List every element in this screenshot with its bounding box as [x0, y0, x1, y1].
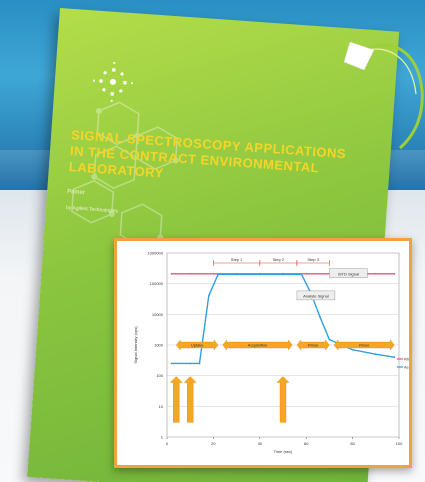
- analyte-label: Analyte Signal: [303, 293, 329, 298]
- series-point: [319, 316, 322, 319]
- series-point: [351, 348, 354, 351]
- series-point: [212, 272, 215, 275]
- step-label: Step 3: [307, 257, 319, 262]
- event-arrow: [183, 376, 197, 423]
- x-tick-label: 0: [166, 441, 169, 446]
- phase-arrow: [333, 339, 395, 351]
- y-tick-label: 100000: [150, 281, 164, 286]
- x-tick-label: 100: [396, 441, 403, 446]
- y-tick-label: 10: [159, 404, 164, 409]
- agilent-spark-logo: [92, 61, 134, 102]
- series-point: [217, 273, 219, 276]
- y-tick-label: 100: [156, 373, 163, 378]
- series-point: [374, 353, 377, 356]
- phase-label: Uptake: [191, 343, 204, 348]
- series-point: [374, 272, 377, 275]
- series-point: [393, 272, 396, 275]
- x-tick-label: 60: [304, 441, 309, 446]
- series-point: [189, 272, 192, 275]
- analyte-label-box: [296, 290, 336, 301]
- ref-label: ISTD Signal: [338, 271, 359, 276]
- series-point: [170, 362, 173, 365]
- y-tick-label: 1000000: [147, 251, 163, 256]
- series-point: [393, 356, 396, 359]
- y-axis-label: Signal Intensity (cps): [133, 326, 138, 364]
- step-label: Step 1: [231, 257, 243, 262]
- series-point: [305, 272, 308, 275]
- phase-arrow: [296, 339, 330, 351]
- y-tick-label: 1000: [154, 343, 164, 348]
- signal-chart: 1 10 100 1000 10000 100000 1000000 0 20 40 60 80 100…: [133, 251, 409, 455]
- cover-subtitle: Primer: [66, 188, 86, 197]
- step-label: Step 2: [273, 257, 285, 262]
- series-point: [300, 273, 303, 276]
- x-tick-label: 80: [350, 441, 355, 446]
- series-point: [282, 273, 284, 276]
- ref-label-box: [329, 268, 368, 278]
- series-point: [207, 294, 210, 297]
- phase-label: Acquisition: [248, 343, 267, 348]
- phase-label: Rinse: [359, 343, 370, 348]
- series-point: [328, 338, 331, 341]
- phase-arrow: [176, 339, 219, 351]
- brochure-cover: SIGNAL SPECTROSCOPY APPLICATIONS IN THE …: [27, 8, 400, 482]
- molecule-pattern: [71, 101, 179, 247]
- x-axis-label: Time (sec): [274, 449, 293, 454]
- legend-label: Rh (103): [404, 357, 409, 362]
- y-tick-label: 1: [161, 435, 164, 440]
- event-arrow: [169, 376, 183, 423]
- phase-label: Rinse: [308, 343, 319, 348]
- event-arrow: [276, 376, 290, 423]
- series-point: [189, 362, 192, 365]
- ribbon-swoosh: [343, 41, 424, 150]
- series-point: [258, 273, 261, 276]
- legend-label: As (75): [404, 365, 409, 370]
- x-tick-label: 40: [258, 441, 263, 446]
- series-point: [235, 273, 238, 276]
- series-point: [198, 362, 201, 365]
- phase-arrow: [222, 339, 293, 351]
- series-point: [170, 272, 173, 275]
- x-tick-label: 20: [211, 441, 216, 446]
- y-tick-label: 10000: [152, 312, 164, 317]
- chart-card: 1 10 100 1000 10000 100000 1000000 0 20 40 60 80 100…: [114, 238, 412, 468]
